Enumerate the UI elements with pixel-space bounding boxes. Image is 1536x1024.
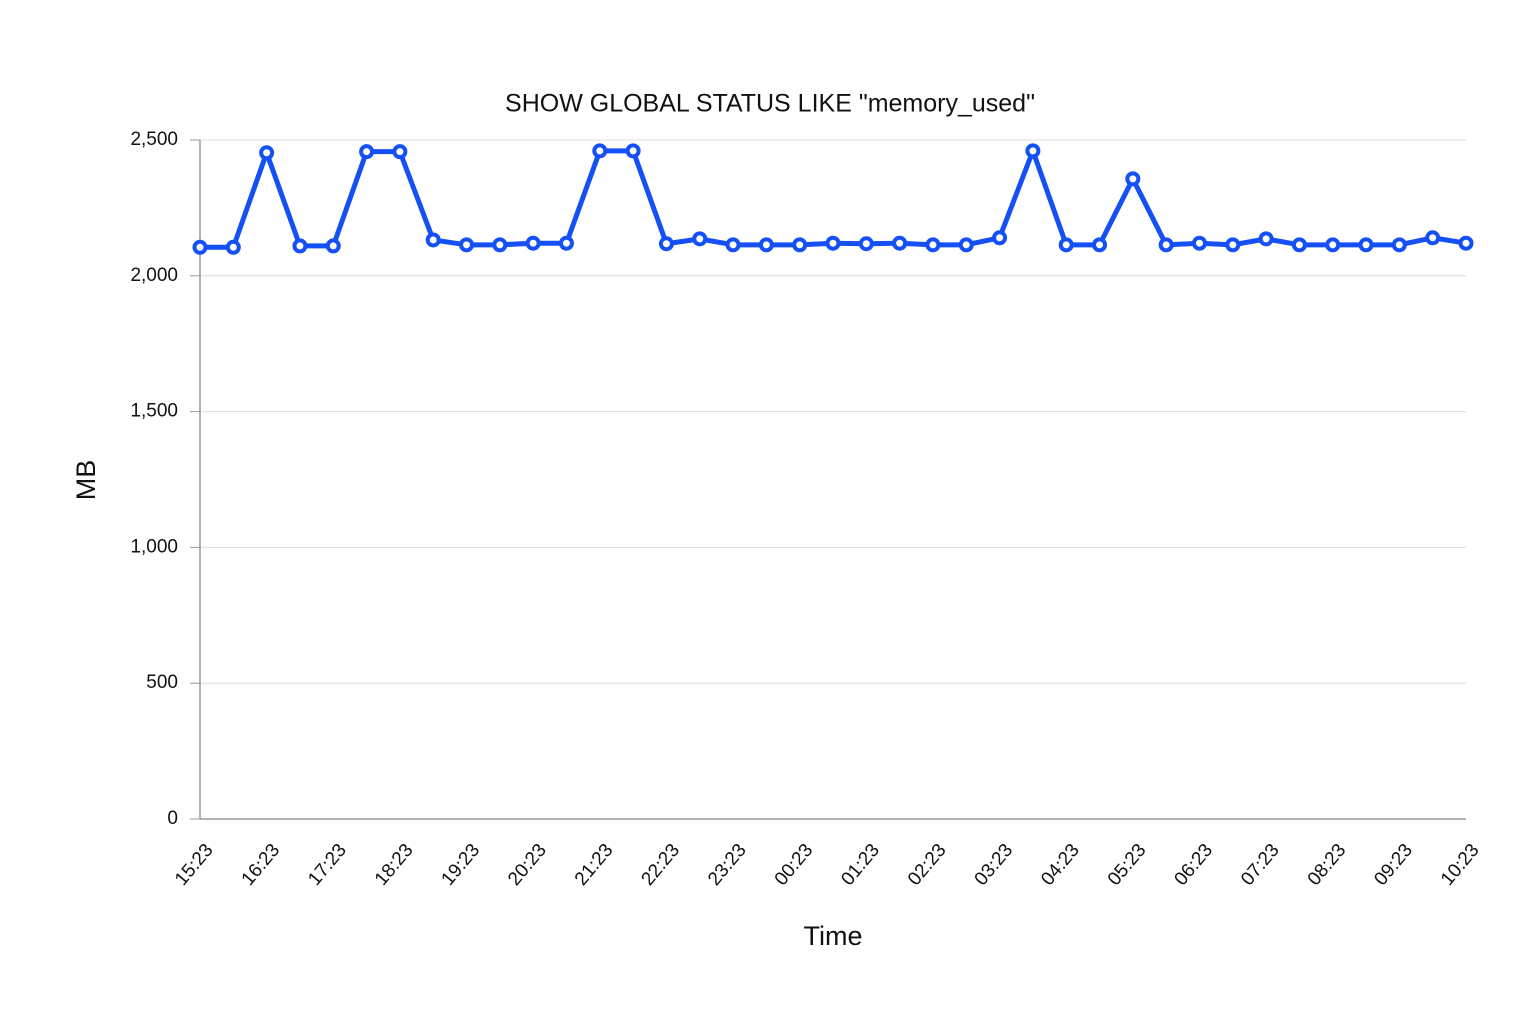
data-point xyxy=(1158,237,1174,253)
y-tick-label: 2,500 xyxy=(130,129,178,150)
chart-title: SHOW GLOBAL STATUS LIKE "memory_used" xyxy=(505,90,1035,118)
data-point xyxy=(1092,237,1108,253)
data-point xyxy=(892,235,908,251)
data-point xyxy=(1325,237,1341,253)
y-tick-label: 1,500 xyxy=(130,401,178,422)
data-point xyxy=(692,231,708,247)
data-point xyxy=(1458,235,1474,251)
x-tick-label: 17:23 xyxy=(304,840,351,890)
data-point xyxy=(658,236,674,252)
data-point xyxy=(725,237,741,253)
data-point xyxy=(1391,237,1407,253)
data-point xyxy=(292,238,308,254)
data-point xyxy=(459,237,475,253)
x-tick-label: 15:23 xyxy=(171,840,218,890)
x-tick-label: 09:23 xyxy=(1370,840,1417,890)
x-tick-label: 00:23 xyxy=(771,840,818,890)
x-tick-label: 08:23 xyxy=(1304,840,1351,890)
data-point xyxy=(558,235,574,251)
data-point xyxy=(325,238,341,254)
data-point xyxy=(259,145,275,161)
data-point xyxy=(758,237,774,253)
x-tick-label: 20:23 xyxy=(504,840,551,890)
x-axis-title: Time xyxy=(804,921,863,951)
data-point xyxy=(525,235,541,251)
data-point xyxy=(425,232,441,248)
data-point xyxy=(592,143,608,159)
data-point xyxy=(958,237,974,253)
data-point xyxy=(1058,237,1074,253)
x-tick-label: 16:23 xyxy=(238,840,285,890)
data-point xyxy=(625,143,641,159)
data-point xyxy=(192,239,208,255)
x-tick-label: 05:23 xyxy=(1104,840,1151,890)
data-point xyxy=(492,237,508,253)
data-point xyxy=(1425,230,1441,246)
data-point xyxy=(1025,143,1041,159)
data-line xyxy=(200,148,1467,250)
data-point xyxy=(1125,171,1141,187)
x-tick-label: 07:23 xyxy=(1237,840,1284,890)
x-tick-label: 23:23 xyxy=(704,840,751,890)
y-axis-title: MB xyxy=(71,460,101,501)
x-tick-label: 03:23 xyxy=(971,840,1018,890)
x-tick-label: 21:23 xyxy=(571,840,618,890)
data-point xyxy=(992,230,1008,246)
x-tick-label: 02:23 xyxy=(904,840,951,890)
y-tick-label: 1,000 xyxy=(130,536,178,557)
data-point xyxy=(392,144,408,160)
data-point xyxy=(825,235,841,251)
data-point xyxy=(792,237,808,253)
data-point xyxy=(1291,237,1307,253)
x-tick-label: 22:23 xyxy=(637,840,684,890)
data-point xyxy=(225,239,241,255)
data-point xyxy=(359,144,375,160)
y-tick-label: 2,000 xyxy=(130,265,178,286)
y-tick-label: 0 xyxy=(167,808,178,829)
data-point xyxy=(1225,237,1241,253)
x-tick-label: 10:23 xyxy=(1437,840,1484,890)
x-tick-label: 19:23 xyxy=(438,840,485,890)
y-tick-label: 500 xyxy=(146,672,178,693)
data-point xyxy=(925,237,941,253)
data-point xyxy=(1258,231,1274,247)
data-point xyxy=(1191,235,1207,251)
data-point xyxy=(1358,237,1374,253)
x-tick-label: 01:23 xyxy=(837,840,884,890)
data-point xyxy=(858,236,874,252)
x-tick-label: 18:23 xyxy=(371,840,418,890)
x-tick-label: 06:23 xyxy=(1170,840,1217,890)
x-tick-label: 04:23 xyxy=(1037,840,1084,890)
